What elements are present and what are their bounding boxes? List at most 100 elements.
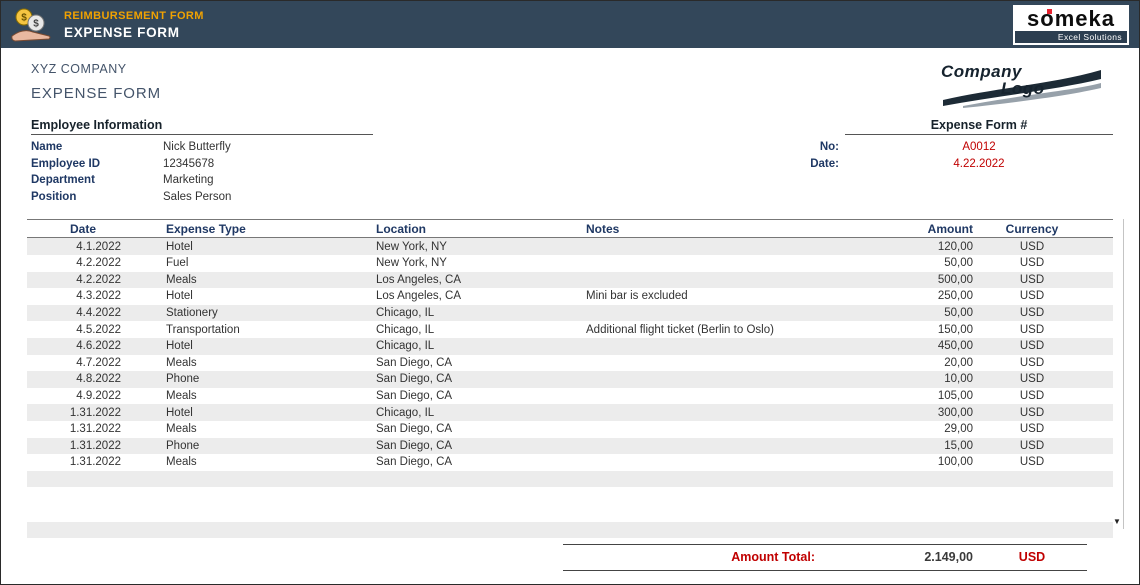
cell-loc[interactable]: San Diego, CA xyxy=(376,456,453,469)
date-value[interactable]: 4.22.2022 xyxy=(953,157,1005,170)
column-header-date: Date xyxy=(69,221,96,236)
cell-type[interactable]: Fuel xyxy=(166,257,189,270)
cell-amount[interactable]: 105,00 xyxy=(937,390,973,403)
cell-cur[interactable]: USD xyxy=(1019,307,1045,320)
cell-date[interactable]: 4.2.2022 xyxy=(76,273,121,286)
date-label: Date: xyxy=(810,157,839,170)
cell-notes[interactable]: Mini bar is excluded xyxy=(586,290,688,303)
info-section: Employee Information Name Nick Butterfly… xyxy=(1,108,1139,205)
money-hand-icon: $ $ xyxy=(9,7,55,43)
cell-date[interactable]: 4.6.2022 xyxy=(76,340,121,353)
cell-type[interactable]: Hotel xyxy=(166,290,193,303)
cell-type[interactable]: Phone xyxy=(166,373,200,386)
table-row: 1.31.2022 Meals San Diego, CA 100,00 USD xyxy=(27,454,1113,471)
cell-date[interactable]: 4.5.2022 xyxy=(76,323,121,336)
cell-loc[interactable]: New York, NY xyxy=(376,240,447,253)
cell-amount[interactable]: 20,00 xyxy=(944,356,973,369)
cell-amount[interactable]: 10,00 xyxy=(944,373,973,386)
cell-type[interactable]: Meals xyxy=(166,390,197,403)
expense-form-number-title: Expense Form # xyxy=(845,118,1113,135)
empty-table-row[interactable] xyxy=(27,521,1113,539)
employee-id-value[interactable]: 12345678 xyxy=(163,157,215,170)
table-row: 1.31.2022 Phone San Diego, CA 15,00 USD xyxy=(27,437,1113,455)
cell-date[interactable]: 4.9.2022 xyxy=(76,390,121,403)
cell-loc[interactable]: San Diego, CA xyxy=(376,373,453,386)
cell-cur[interactable]: USD xyxy=(1019,356,1045,369)
scroll-down-arrow[interactable]: ▼ xyxy=(1113,517,1121,527)
table-row: 4.9.2022 Meals San Diego, CA 105,00 USD xyxy=(27,388,1113,405)
cell-notes[interactable]: Additional flight ticket (Berlin to Oslo… xyxy=(586,323,774,336)
cell-date[interactable]: 4.3.2022 xyxy=(76,290,121,303)
cell-amount[interactable]: 100,00 xyxy=(937,456,973,469)
table-row: 4.7.2022 Meals San Diego, CA 20,00 USD xyxy=(27,355,1113,372)
cell-type[interactable]: Meals xyxy=(166,273,197,286)
cell-loc[interactable]: San Diego, CA xyxy=(376,356,453,369)
cell-type[interactable]: Hotel xyxy=(166,340,193,353)
cell-loc[interactable]: Los Angeles, CA xyxy=(376,290,462,303)
company-titles: XYZ COMPANY EXPENSE FORM xyxy=(31,62,161,102)
cell-amount[interactable]: 500,00 xyxy=(937,273,973,286)
empty-table-row[interactable] xyxy=(27,470,1113,488)
cell-cur[interactable]: USD xyxy=(1019,423,1045,436)
cell-date[interactable]: 1.31.2022 xyxy=(69,456,121,469)
cell-date[interactable]: 1.31.2022 xyxy=(69,406,121,419)
cell-loc[interactable]: Chicago, IL xyxy=(376,340,435,353)
expense-table-body: 4.1.2022 Hotel New York, NY 120,00 USD 4.2.20… xyxy=(27,238,1113,470)
cell-cur[interactable]: USD xyxy=(1019,373,1045,386)
cell-type[interactable]: Hotel xyxy=(166,406,193,419)
cell-date[interactable]: 4.7.2022 xyxy=(76,356,121,369)
employee-information-block: Employee Information Name Nick Butterfly… xyxy=(31,118,373,205)
logo-text-line2: Logo xyxy=(1001,79,1045,98)
cell-amount[interactable]: 15,00 xyxy=(944,439,973,452)
table-row: 4.1.2022 Hotel New York, NY 120,00 USD xyxy=(27,238,1113,255)
field-label: Name xyxy=(31,141,63,153)
cell-amount[interactable]: 50,00 xyxy=(944,307,973,320)
cell-cur[interactable]: USD xyxy=(1019,257,1045,270)
cell-amount[interactable]: 250,00 xyxy=(937,290,973,303)
expense-table: Date Expense Type Location Notes Amount … xyxy=(27,219,1124,539)
cell-type[interactable]: Meals xyxy=(166,456,197,469)
cell-cur[interactable]: USD xyxy=(1019,390,1045,403)
department-value[interactable]: Marketing xyxy=(163,174,214,187)
cell-type[interactable]: Hotel xyxy=(166,240,193,253)
cell-date[interactable]: 1.31.2022 xyxy=(69,423,121,436)
cell-date[interactable]: 4.2.2022 xyxy=(76,257,121,270)
cell-cur[interactable]: USD xyxy=(1019,273,1045,286)
cell-amount[interactable]: 50,00 xyxy=(944,257,973,270)
cell-cur[interactable]: USD xyxy=(1019,290,1045,303)
cell-amount[interactable]: 29,00 xyxy=(944,423,973,436)
table-row: 1.31.2022 Meals San Diego, CA 29,00 USD xyxy=(27,421,1113,438)
cell-type[interactable]: Meals xyxy=(166,423,197,436)
position-value[interactable]: Sales Person xyxy=(163,190,232,203)
cell-amount[interactable]: 120,00 xyxy=(937,240,973,253)
cell-loc[interactable]: San Diego, CA xyxy=(376,439,453,452)
cell-loc[interactable]: Chicago, IL xyxy=(376,323,435,336)
cell-loc[interactable]: New York, NY xyxy=(376,257,447,270)
cell-date[interactable]: 1.31.2022 xyxy=(69,439,121,452)
cell-cur[interactable]: USD xyxy=(1019,240,1045,253)
cell-cur[interactable]: USD xyxy=(1019,323,1045,336)
cell-cur[interactable]: USD xyxy=(1019,439,1045,452)
cell-loc[interactable]: Chicago, IL xyxy=(376,307,435,320)
cell-type[interactable]: Meals xyxy=(166,356,197,369)
cell-cur[interactable]: USD xyxy=(1019,456,1045,469)
cell-loc[interactable]: Los Angeles, CA xyxy=(376,273,462,286)
cell-cur[interactable]: USD xyxy=(1019,406,1045,419)
cell-loc[interactable]: San Diego, CA xyxy=(376,423,453,436)
cell-date[interactable]: 4.1.2022 xyxy=(76,240,121,253)
name-value[interactable]: Nick Butterfly xyxy=(163,141,231,153)
cell-type[interactable]: Transportation xyxy=(166,323,240,336)
empty-table-row[interactable] xyxy=(27,505,1113,522)
cell-amount[interactable]: 450,00 xyxy=(937,340,973,353)
cell-type[interactable]: Stationery xyxy=(166,307,218,320)
cell-cur[interactable]: USD xyxy=(1019,340,1045,353)
cell-date[interactable]: 4.8.2022 xyxy=(76,373,121,386)
cell-amount[interactable]: 300,00 xyxy=(937,406,973,419)
no-value[interactable]: A0012 xyxy=(962,141,996,153)
column-header-type: Expense Type xyxy=(166,221,246,236)
cell-loc[interactable]: San Diego, CA xyxy=(376,390,453,403)
cell-loc[interactable]: Chicago, IL xyxy=(376,406,435,419)
cell-date[interactable]: 4.4.2022 xyxy=(76,307,121,320)
cell-type[interactable]: Phone xyxy=(166,439,200,452)
cell-amount[interactable]: 150,00 xyxy=(937,323,973,336)
